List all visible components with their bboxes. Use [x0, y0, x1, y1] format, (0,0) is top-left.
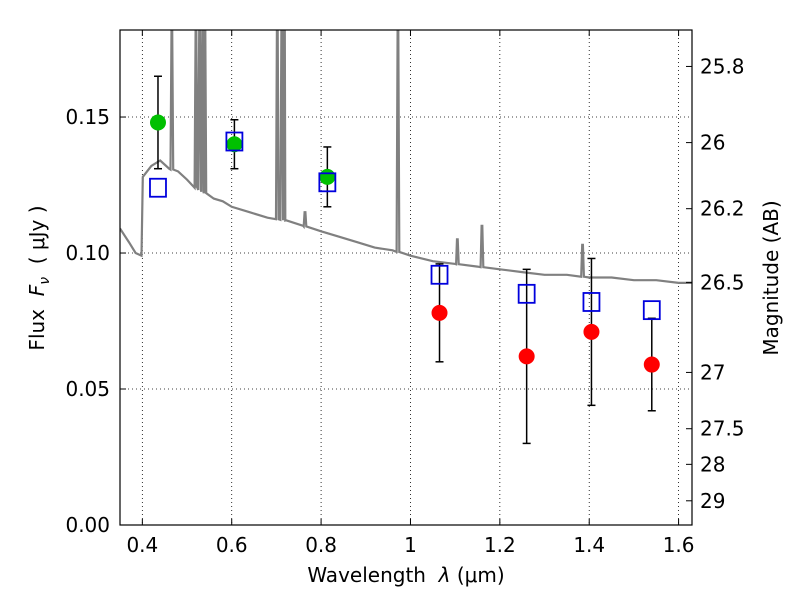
x-tick-label: 0.4: [126, 533, 158, 557]
x-tick-label: 1: [404, 533, 417, 557]
y-right-tick-label: 28: [700, 452, 725, 476]
model-square-marker: [225, 131, 244, 152]
y-right-tick-label: 25.8: [700, 54, 745, 78]
plot-frame: [119, 29, 693, 526]
model-square-marker: [642, 300, 661, 321]
red-data-point: [643, 356, 660, 373]
spectrum-line: [120, 30, 692, 284]
y-right-axis-label: Magnitude (AB): [759, 200, 783, 355]
x-tick-label: 0.6: [216, 533, 248, 557]
model-square-marker: [149, 177, 167, 198]
model-square-marker: [517, 283, 536, 304]
x-tick-label: 0.8: [305, 533, 337, 557]
red-data-point: [583, 323, 600, 340]
y-right-tick-label: 26: [700, 131, 725, 155]
green-data-point: [149, 114, 166, 131]
y-axis-ticks: 0.00 0.05 0.10 0.15: [65, 105, 126, 537]
model-square-marker: [582, 292, 601, 312]
y-right-axis-ticks: 25.8 26 26.2 26.5 27 27.5 28 29: [686, 54, 745, 513]
y-axis-label: Flux Fν ( μJy ): [25, 205, 53, 350]
green-data-point: [319, 168, 336, 185]
y-right-tick-label: 29: [700, 489, 725, 513]
y-tick-label: 0.15: [65, 105, 110, 129]
green-data-point: [226, 136, 243, 153]
y-right-tick-label: 26.5: [700, 270, 745, 294]
model-square-marker: [318, 172, 337, 193]
y-right-tick-label: 26.2: [700, 197, 745, 221]
x-tick-label: 1.2: [484, 533, 516, 557]
points-layer: [149, 114, 661, 373]
red-data-point: [518, 348, 535, 365]
y-tick-label: 0.05: [65, 377, 110, 401]
x-tick-label: 1.6: [663, 533, 695, 557]
spectrum-layer: [120, 30, 692, 284]
y-tick-label: 0.10: [65, 241, 110, 265]
x-axis-ticks: 0.4 0.6 0.8 1 1.2 1.4 1.6: [126, 30, 695, 557]
x-axis-label: Wavelength λ (μm): [307, 563, 504, 587]
y-right-tick-label: 27: [700, 360, 725, 384]
red-data-point: [431, 304, 448, 321]
y-right-tick-label: 27.5: [700, 417, 745, 441]
y-tick-label: 0.00: [65, 513, 110, 537]
x-tick-label: 1.4: [573, 533, 605, 557]
grid: [120, 30, 692, 525]
model-square-marker: [430, 264, 449, 285]
